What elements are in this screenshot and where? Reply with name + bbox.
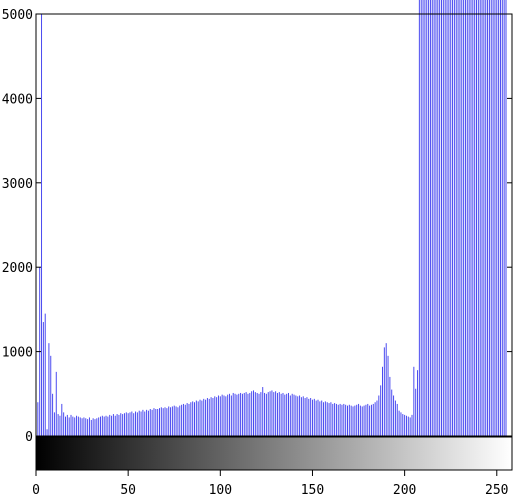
x-tick-label: 250 [485,483,508,498]
x-tick-label: 150 [301,483,324,498]
grayscale-colorbar [35,436,513,471]
x-axis-ticks: 0 50 100 150 200 250 [32,470,509,498]
x-tick-label: 0 [32,483,40,498]
bars-group [35,0,507,436]
y-axis-ticks: 0 1000 2000 3000 4000 5000 [2,8,512,445]
y-tick-label: 3000 [2,177,33,192]
y-tick-label: 1000 [2,346,33,361]
x-tick-label: 50 [120,483,136,498]
y-tick-label: 5000 [2,8,33,23]
y-tick-label: 4000 [2,92,33,107]
y-tick-label: 2000 [2,261,33,276]
x-tick-label: 200 [393,483,416,498]
x-tick-label: 100 [209,483,232,498]
plot-frame [35,13,513,437]
y-tick-label: 0 [25,430,33,445]
